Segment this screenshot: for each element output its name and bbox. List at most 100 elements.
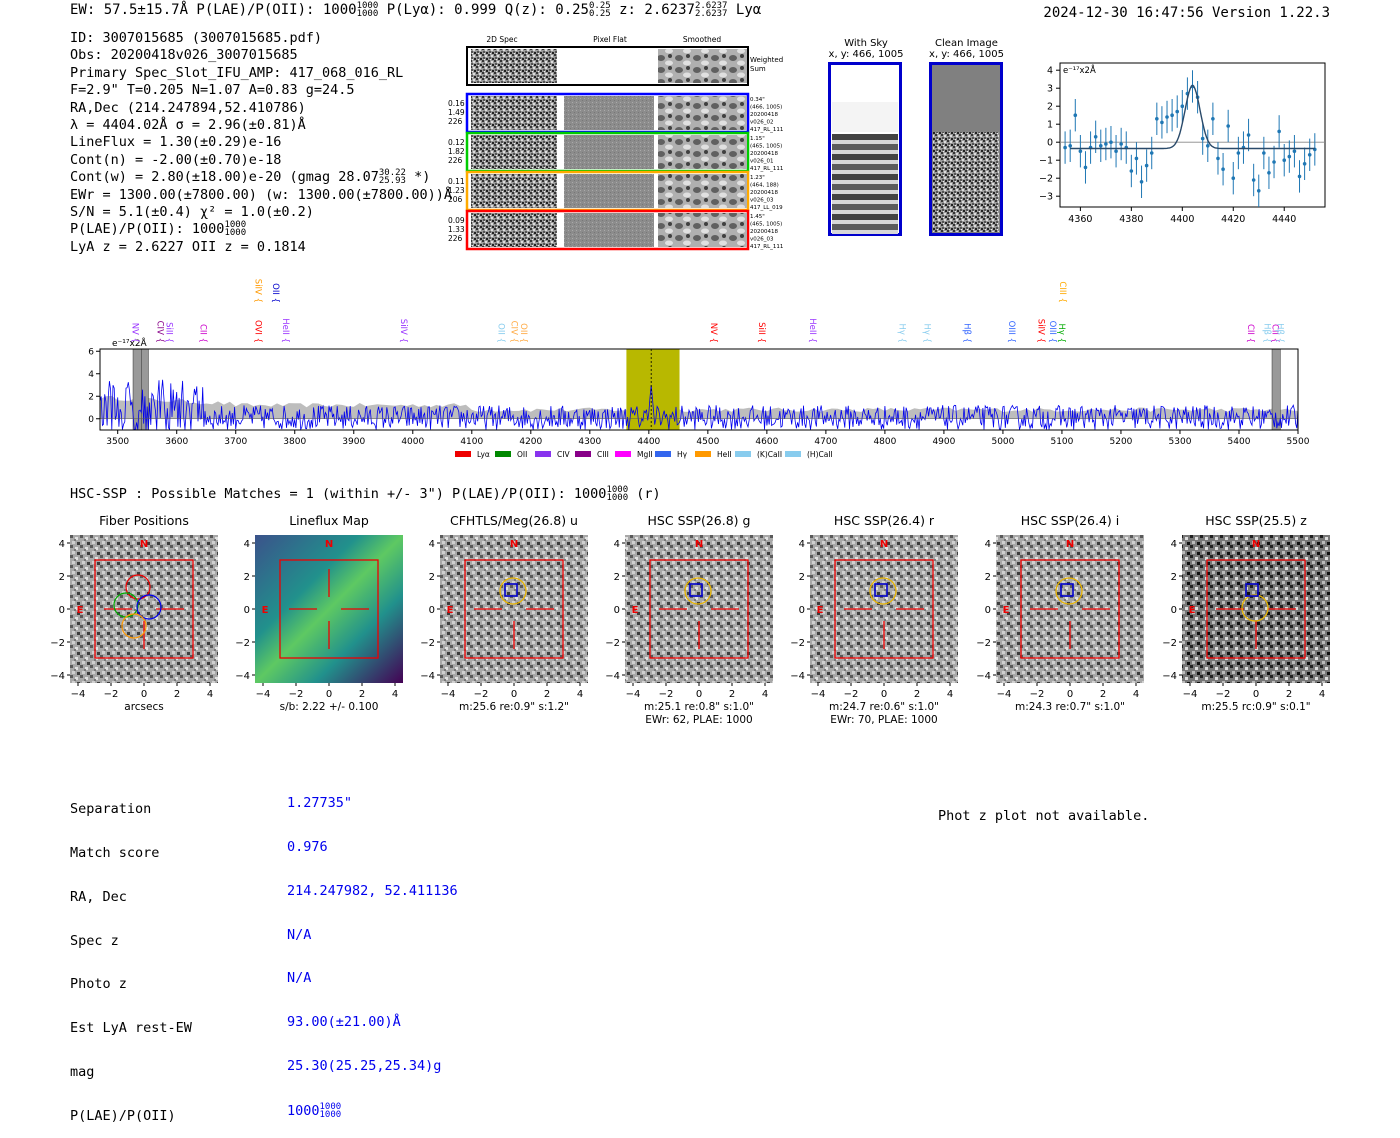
weighted-smoothed: [658, 49, 747, 83]
panel-ytick: 2: [244, 572, 250, 583]
spec2d-row-stat: 0.16: [448, 99, 465, 108]
panel-title: HSC SSP(26.4) i: [1021, 513, 1119, 528]
smoothed-cutout: [658, 213, 747, 247]
panel-xtick: 2: [1286, 689, 1292, 700]
spectral-line-label: OII {: [495, 323, 505, 343]
fit-point: [1098, 144, 1103, 148]
fit-point: [1175, 109, 1180, 114]
legend-item: Lyα: [455, 450, 490, 459]
fit-point: [1149, 151, 1154, 155]
masked-region: [132, 348, 142, 431]
east-marker: E: [262, 605, 269, 616]
panel-xtick: −2: [289, 689, 304, 700]
spec2d-row-meta: 20200418: [750, 112, 778, 118]
spectral-line-label: HeII {: [280, 318, 290, 343]
spectrum-ylabel: e⁻¹⁷x2Å: [112, 337, 148, 349]
timestamp-version: 2024-12-30 16:47:56 Version 1.22.3: [1043, 5, 1330, 21]
info-lineflux: LineFlux = 1.30(±0.29)e-16: [70, 134, 282, 151]
panel-xtick: 0: [1067, 689, 1073, 700]
fit-point: [1287, 154, 1292, 159]
noise-envelope: [100, 395, 1298, 419]
legend-item: HeII: [695, 450, 732, 459]
north-marker: N: [695, 539, 703, 550]
panel-xtick: −4: [811, 689, 826, 700]
info-ewr: EWr = 1300.00(±7800.00) (w: 1300.00(±780…: [70, 186, 453, 203]
panel-ytick: −4: [420, 671, 435, 682]
spec2d-row-stat: 226: [448, 234, 463, 243]
panel-ytick: −4: [50, 671, 65, 682]
legend-swatch: [495, 451, 511, 457]
catalog-ellipse: [869, 577, 897, 605]
spec2d-cutout: [471, 213, 557, 247]
panel-ytick: 0: [59, 605, 65, 616]
fit-ylabel: e⁻¹⁷x2Å: [1063, 64, 1096, 76]
fit-point: [1251, 178, 1256, 182]
panel-xtick: −2: [1030, 689, 1045, 700]
header-summary: EW: 57.5±15.7Å P(LAE)/P(OII): 1000 1000 10…: [70, 1, 762, 19]
spec2d-row-stat: 1.23: [448, 186, 465, 195]
panel-ytick: −4: [1162, 671, 1177, 682]
fit-ytick: 3: [1047, 84, 1053, 95]
fit-point: [1134, 156, 1139, 161]
spectrum-xtick: 4500: [696, 437, 719, 447]
east-marker: E: [1189, 605, 1196, 616]
legend-label: HeII: [717, 450, 732, 459]
fit-point: [1256, 189, 1261, 193]
panel-title: CFHTLS/Meg(26.8) u: [450, 513, 578, 528]
panel-ytick: 4: [985, 539, 991, 550]
aperture-box: [94, 559, 194, 659]
panel-ytick: 2: [1171, 572, 1177, 583]
spectral-line-label: CII {: [1270, 324, 1280, 343]
fit-point: [1129, 169, 1134, 173]
fit-point: [1226, 124, 1230, 128]
panel-xtick: −4: [1183, 689, 1198, 700]
panel-ytick: −2: [235, 638, 250, 649]
panel-xtick: −2: [659, 689, 674, 700]
panel-xtick: 0: [141, 689, 147, 700]
spec2d-row-meta: 1.45": [750, 214, 765, 220]
fit-ytick: 2: [1047, 102, 1053, 113]
panel-xtick: −4: [626, 689, 641, 700]
spectrum-xtick: 3900: [342, 437, 365, 447]
fit-ytick: 0: [1047, 138, 1053, 149]
panel-ytick: −4: [976, 671, 991, 682]
panel-xtick: −4: [256, 689, 271, 700]
panel-ytick: 2: [59, 572, 65, 583]
aperture-box: [1020, 559, 1120, 659]
fit-point: [1272, 160, 1276, 164]
pixel-flat-cutout: [564, 96, 654, 130]
spectrum-ytick: 0: [88, 415, 94, 425]
fit-axes-frame: [1059, 62, 1326, 208]
smoothed-cutout: [658, 135, 747, 169]
aperture-box: [649, 559, 749, 659]
panel-ytick: 2: [614, 572, 620, 583]
spectral-line-label: Hβ {: [1274, 323, 1284, 343]
spectral-line-label: HeII {: [807, 318, 817, 343]
fit-point: [1262, 151, 1266, 155]
spec2d-row-meta: 417_RL_111: [750, 244, 783, 250]
panel-xtick: 2: [544, 689, 550, 700]
spectrum-xtick: 5300: [1169, 437, 1192, 447]
spectrum-xtick: 4100: [460, 437, 483, 447]
panel-caption: m:24.3 re:0.7" s:1.0": [1015, 701, 1125, 713]
with-sky-image: [828, 62, 902, 236]
panel-xtick: −4: [441, 689, 456, 700]
with-sky-header: With Sky x, y: 466, 1005: [828, 38, 904, 60]
info-primary: Primary Spec_Slot_IFU_AMP: 417_068_016_R…: [70, 64, 404, 81]
spectrum-xtick: 4400: [637, 437, 660, 447]
panel-caption: m:25.1 re:0.8" s:1.0": [644, 701, 754, 713]
line-fit-plot: 4360 4380 4400 4420 4440 −3 −2 −1 0 1 2 3 4 e⁻¹⁷x2Å: [1039, 62, 1326, 225]
pixel-flat-cutout: [564, 174, 654, 208]
panel-xtick: 0: [326, 689, 332, 700]
legend-item: CIII: [575, 450, 609, 459]
fit-point: [1307, 153, 1312, 157]
panel-ytick: −4: [790, 671, 805, 682]
spectrum-xtick: 4200: [519, 437, 542, 447]
panel-title: HSC SSP(26.4) r: [834, 513, 935, 528]
legend-swatch: [785, 451, 801, 457]
catalog-ellipse: [684, 577, 712, 605]
panel-ytick: −2: [1162, 638, 1177, 649]
north-marker: N: [1252, 539, 1260, 550]
legend-item: Hγ: [655, 450, 688, 459]
panel-xtick: 2: [359, 689, 365, 700]
